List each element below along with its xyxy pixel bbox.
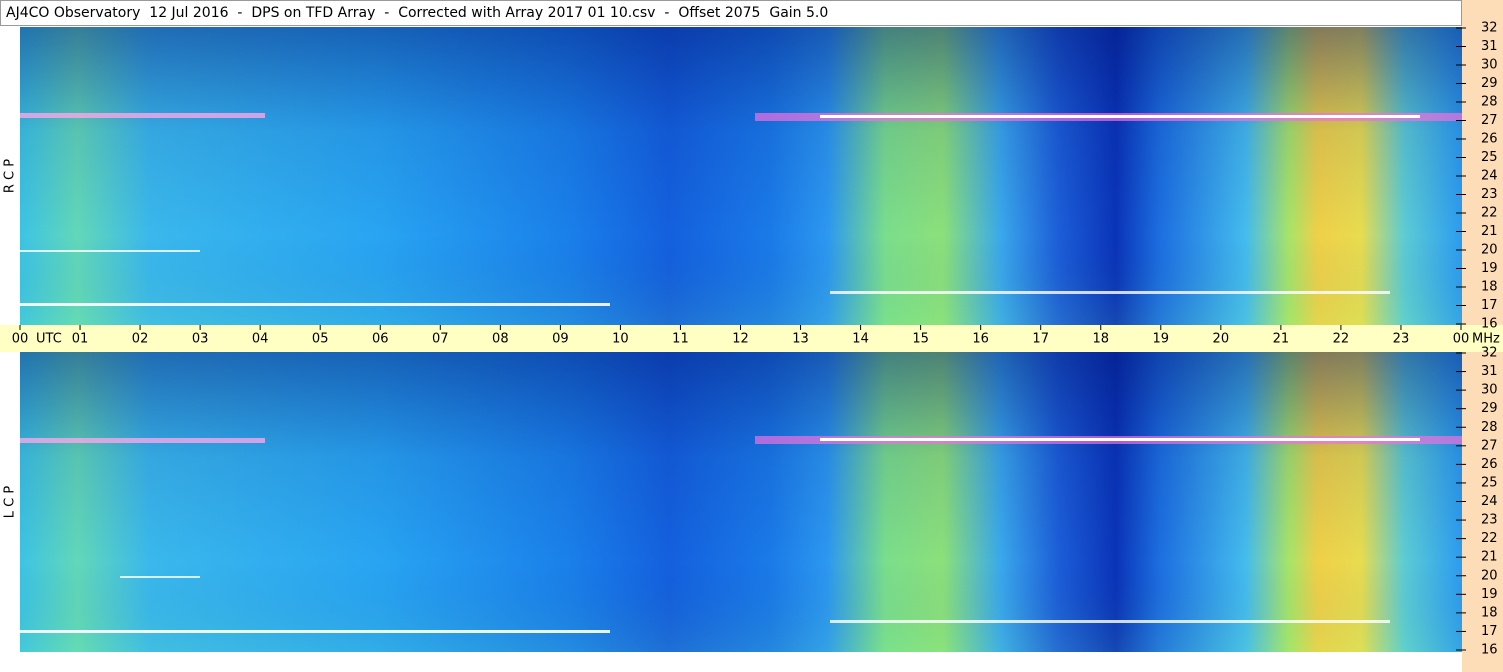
freq-label: 16 <box>1481 643 1498 658</box>
rfi-streak <box>820 438 1420 441</box>
freq-label: 29 <box>1481 401 1498 416</box>
time-label: 05 <box>312 332 329 347</box>
rfi-streak <box>830 620 1390 623</box>
freq-label: 24 <box>1481 494 1498 509</box>
freq-label: 28 <box>1481 95 1498 110</box>
time-label: 19 <box>1153 332 1170 347</box>
freq-label: 24 <box>1481 169 1498 184</box>
freq-label: 29 <box>1481 76 1498 91</box>
time-label: 22 <box>1333 332 1350 347</box>
time-label: 06 <box>372 332 389 347</box>
time-label: 13 <box>792 332 809 347</box>
time-label: 02 <box>132 332 149 347</box>
freq-label: 26 <box>1481 457 1498 472</box>
freq-label: 30 <box>1481 383 1498 398</box>
freq-label: 19 <box>1481 587 1498 602</box>
time-label: 14 <box>852 332 869 347</box>
time-label: 07 <box>432 332 449 347</box>
freq-label: 22 <box>1481 206 1498 221</box>
freq-label: 20 <box>1481 568 1498 583</box>
time-label: 03 <box>192 332 209 347</box>
spectrogram-shade <box>20 27 1462 325</box>
freq-label: 28 <box>1481 420 1498 435</box>
freq-label: 18 <box>1481 605 1498 620</box>
panel-label: L C P <box>3 486 18 519</box>
freq-label: 30 <box>1481 58 1498 73</box>
time-label: 11 <box>672 332 689 347</box>
freq-label: 19 <box>1481 261 1498 276</box>
time-label: 20 <box>1213 332 1230 347</box>
freq-label: 25 <box>1481 150 1498 165</box>
freq-label: 23 <box>1481 187 1498 202</box>
freq-label: 25 <box>1481 475 1498 490</box>
time-label: 00 <box>12 332 29 347</box>
time-unit: UTC <box>36 332 62 347</box>
freq-label: 21 <box>1481 224 1498 239</box>
freq-label: 20 <box>1481 243 1498 258</box>
spectrogram-shade <box>20 352 1462 652</box>
freq-label: 31 <box>1481 364 1498 379</box>
time-label: 04 <box>252 332 269 347</box>
title-bar <box>0 0 1462 26</box>
time-label: 09 <box>552 332 569 347</box>
freq-label: 27 <box>1481 438 1498 453</box>
rfi-streak <box>20 630 610 633</box>
freq-label: 17 <box>1481 624 1498 639</box>
time-label: 00 <box>1453 332 1470 347</box>
rfi-streak <box>20 303 610 306</box>
time-label: 21 <box>1273 332 1290 347</box>
freq-label: 17 <box>1481 298 1498 313</box>
upper-spectrogram <box>20 27 1462 325</box>
time-axis-bar <box>0 325 1503 352</box>
panel-label: R C P <box>3 159 18 193</box>
rfi-streak <box>820 115 1420 118</box>
freq-label: 16 <box>1481 317 1498 332</box>
freq-label: 22 <box>1481 531 1498 546</box>
time-label: 16 <box>972 332 989 347</box>
freq-label: 23 <box>1481 513 1498 528</box>
rfi-streak <box>20 438 265 443</box>
time-label: 08 <box>492 332 509 347</box>
time-label: 23 <box>1393 332 1410 347</box>
rfi-streak <box>830 291 1390 294</box>
rfi-streak <box>20 250 200 252</box>
title: AJ4CO Observatory 12 Jul 2016 - DPS on T… <box>6 5 828 21</box>
time-label: 18 <box>1092 332 1109 347</box>
rfi-streak <box>20 113 265 118</box>
time-label: 15 <box>912 332 929 347</box>
time-label: 12 <box>732 332 749 347</box>
freq-label: 27 <box>1481 113 1498 128</box>
rfi-streak <box>120 576 200 578</box>
lower-spectrogram <box>20 352 1462 652</box>
freq-label: 26 <box>1481 132 1498 147</box>
freq-label: 32 <box>1481 21 1498 36</box>
time-label: 17 <box>1032 332 1049 347</box>
time-label: 01 <box>72 332 89 347</box>
freq-label: 32 <box>1481 346 1498 361</box>
freq-label: 21 <box>1481 550 1498 565</box>
freq-unit: MHz <box>1472 332 1500 347</box>
freq-label: 31 <box>1481 39 1498 54</box>
freq-label: 18 <box>1481 280 1498 295</box>
time-label: 10 <box>612 332 629 347</box>
